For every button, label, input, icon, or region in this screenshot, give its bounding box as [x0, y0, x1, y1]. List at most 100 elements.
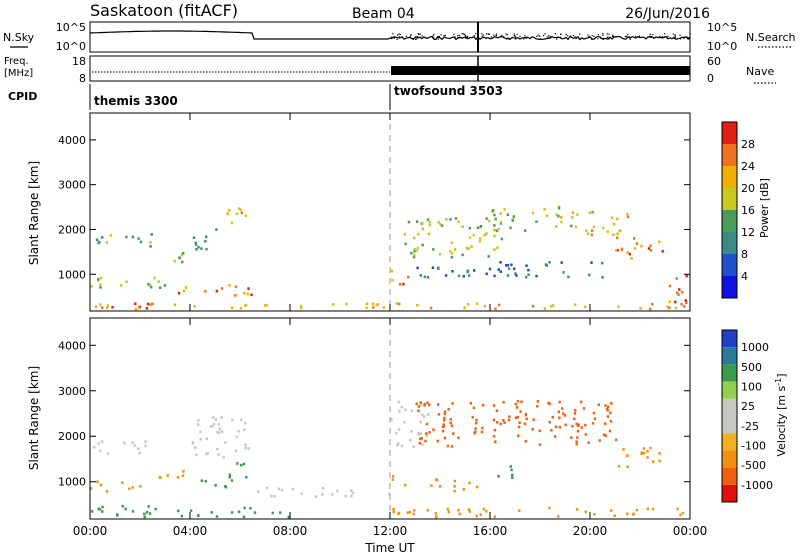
nsky-series	[89, 30, 691, 41]
heatmap-cell	[605, 407, 609, 411]
heatmap-cell	[365, 306, 368, 310]
y-tick-label: 3000	[58, 179, 86, 192]
heatmap-cell	[94, 305, 98, 308]
heatmap-cell	[640, 452, 643, 455]
x-tick-label: 04:00	[173, 524, 208, 538]
velocity-colorbar-cell	[722, 364, 737, 382]
cpid-segment-2: twofsound 3503	[394, 84, 503, 98]
heatmap-cell	[577, 423, 580, 426]
heatmap-cell	[413, 509, 416, 512]
nsearch-point	[495, 33, 497, 35]
heatmap-cell	[535, 220, 538, 223]
heatmap-cell	[428, 220, 432, 224]
velocity-colorbar-tick: -1000	[741, 479, 773, 492]
nsearch-point	[458, 34, 460, 36]
heatmap-cell	[138, 305, 141, 309]
heatmap-cell	[493, 228, 496, 232]
heatmap-cell	[388, 492, 391, 496]
heatmap-cell	[392, 508, 395, 511]
heatmap-cell	[407, 275, 410, 279]
heatmap-cell	[453, 485, 456, 488]
heatmap-cell	[531, 428, 534, 431]
heatmap-cell	[588, 273, 591, 277]
heatmap-cell	[467, 303, 470, 306]
nsearch-point	[606, 36, 608, 38]
heatmap-cell	[544, 263, 548, 266]
heatmap-cell	[214, 484, 217, 487]
heatmap-cell	[668, 284, 672, 288]
heatmap-cell	[121, 481, 124, 484]
nsearch-point	[543, 35, 545, 37]
heatmap-cell	[244, 443, 247, 447]
heatmap-cell	[543, 307, 547, 310]
heatmap-cell	[244, 446, 247, 450]
heatmap-cell	[511, 476, 514, 479]
velocity-colorbar-tick: 1000	[741, 341, 769, 354]
heatmap-cell	[398, 428, 401, 431]
heatmap-cell	[462, 488, 465, 491]
heatmap-cell	[265, 486, 269, 490]
heatmap-cell	[515, 406, 519, 409]
heatmap-cell	[473, 431, 476, 435]
nsearch-point	[629, 38, 631, 40]
heatmap-cell	[457, 220, 460, 224]
heatmap-cell	[499, 261, 502, 264]
heatmap-cell	[419, 420, 422, 424]
heatmap-cell	[601, 261, 604, 265]
nsearch-point	[500, 35, 502, 37]
heatmap-cell	[291, 487, 294, 491]
heatmap-cell	[398, 283, 402, 286]
heatmap-cell	[408, 510, 411, 514]
heatmap-cell	[493, 234, 496, 238]
nsearch-point	[473, 35, 475, 37]
heatmap-cell	[413, 253, 416, 257]
heatmap-cell	[195, 248, 198, 251]
heatmap-cell	[410, 430, 413, 433]
nsearch-point	[559, 36, 561, 38]
heatmap-cell	[173, 303, 177, 307]
heatmap-cell	[197, 419, 200, 422]
heatmap-cell	[499, 220, 503, 224]
heatmap-cell	[483, 233, 486, 237]
nsearch-point	[537, 34, 539, 36]
velocity-colorbar-cell	[722, 467, 737, 485]
heatmap-cell	[351, 491, 354, 495]
nsearch-point	[457, 35, 459, 37]
heatmap-cell	[144, 440, 147, 443]
power-heatmap	[90, 205, 688, 311]
heatmap-cell	[240, 463, 243, 467]
heatmap-cell	[372, 306, 375, 309]
nsearch-point	[421, 35, 423, 37]
power-colorbar-tick: 16	[741, 204, 755, 217]
heatmap-cell	[147, 505, 150, 508]
heatmap-cell	[300, 304, 303, 308]
heatmap-cell	[514, 272, 517, 275]
heatmap-cell	[150, 233, 153, 236]
heatmap-cell	[473, 269, 476, 272]
heatmap-cell	[376, 303, 380, 306]
heatmap-cell	[481, 403, 485, 407]
power-ylabel: Slant Range [km]	[27, 161, 41, 265]
heatmap-cell	[524, 275, 528, 279]
heatmap-cell	[616, 217, 619, 221]
heatmap-cell	[163, 284, 167, 287]
nsearch-point	[602, 34, 604, 36]
heatmap-cell	[681, 511, 685, 515]
nsearch-point	[408, 36, 411, 38]
heatmap-cell	[178, 256, 181, 259]
heatmap-cell	[649, 307, 652, 311]
heatmap-cell	[550, 428, 553, 432]
heatmap-cell	[560, 216, 563, 219]
heatmap-cell	[321, 493, 324, 496]
heatmap-cell	[415, 249, 419, 252]
nsearch-point	[488, 33, 490, 35]
heatmap-cell	[592, 225, 596, 229]
heatmap-cell	[497, 228, 500, 231]
nsearch-point	[687, 37, 689, 39]
heatmap-cell	[649, 249, 653, 252]
nsearch-point	[672, 33, 675, 35]
nsearch-point	[628, 36, 630, 38]
heatmap-cell	[217, 423, 220, 426]
heatmap-cell	[503, 208, 506, 211]
nsearch-point	[536, 35, 538, 37]
